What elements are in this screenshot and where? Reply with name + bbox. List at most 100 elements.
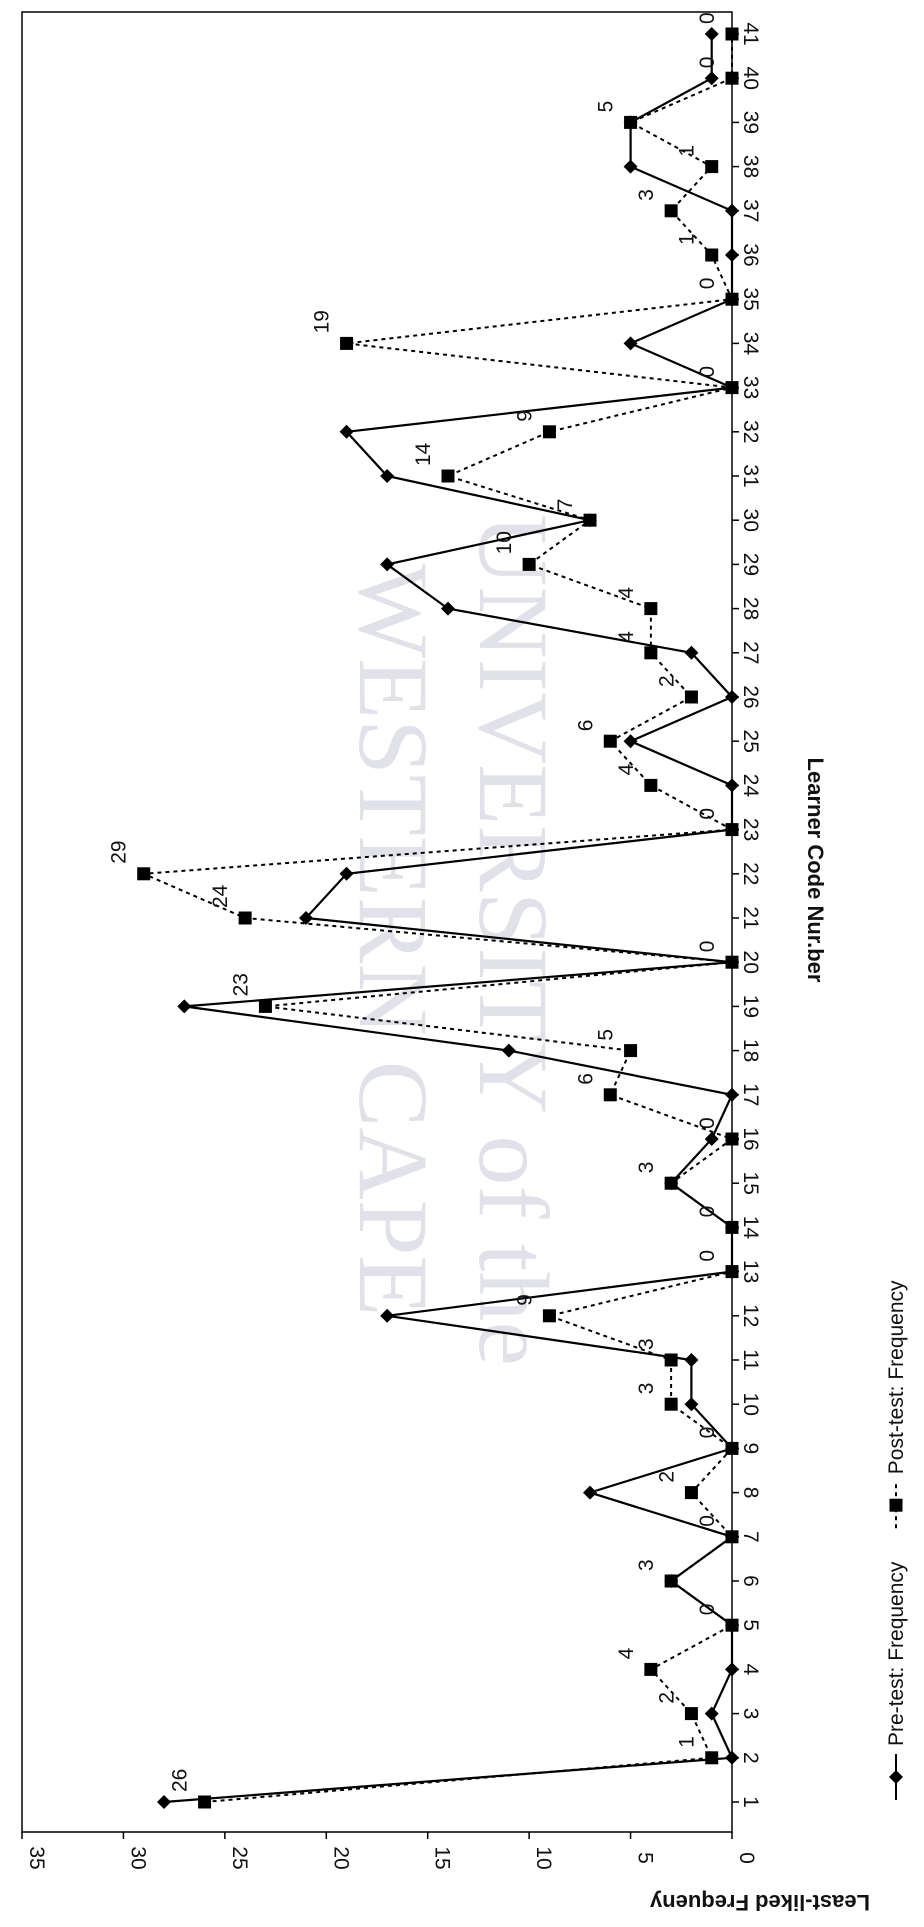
x-tick-label: 21: [739, 906, 762, 929]
data-label: 1: [676, 145, 699, 157]
x-tick-label: 5: [739, 1619, 762, 1631]
x-tick-label: 3: [739, 1708, 762, 1720]
x-tick-label: 33: [739, 376, 762, 399]
pre-test-point: [623, 159, 638, 174]
post-test-point: [725, 1132, 739, 1146]
pre-test-point: [177, 999, 192, 1014]
legend-pre-label: Pre-test: Frequency: [885, 1561, 908, 1746]
x-tick-label: 22: [739, 862, 762, 885]
data-label: 0: [696, 1206, 719, 1218]
post-test-point: [137, 867, 151, 881]
x-tick-label: 12: [739, 1304, 762, 1327]
data-label: 9: [513, 410, 536, 422]
x-tick-label: 17: [739, 1083, 762, 1106]
data-label: 0: [696, 366, 719, 378]
x-tick-label: 11: [739, 1349, 762, 1371]
post-test-point: [624, 1044, 638, 1058]
data-label: 10: [493, 531, 516, 554]
x-axis-title: Learner Code Nur.ber: [803, 758, 828, 983]
y-tick-label: 5: [634, 1852, 657, 1864]
post-test-point: [603, 734, 617, 748]
pre-test-point: [501, 1043, 516, 1058]
data-labels: 2612403020339003065230242904624410714901…: [108, 12, 719, 1792]
data-label: 23: [229, 973, 252, 996]
pre-test-point: [725, 1087, 739, 1102]
x-tick-label: 6: [739, 1575, 762, 1587]
post-test-point: [198, 1795, 212, 1809]
x-tick-label: 16: [739, 1127, 762, 1150]
post-test-point: [725, 823, 739, 837]
data-label: 0: [696, 278, 719, 290]
post-test-point: [664, 1353, 678, 1367]
pre-test-point: [704, 1706, 719, 1721]
pre-test-point: [623, 336, 638, 351]
data-label: 0: [696, 1604, 719, 1616]
post-test-point: [664, 1397, 678, 1411]
x-tick-label: 28: [739, 597, 762, 620]
data-label: 0: [696, 1427, 719, 1439]
x-tick-label: 1: [739, 1796, 762, 1808]
data-label: 0: [696, 12, 719, 24]
series-group: [137, 27, 739, 1809]
watermark-text: WESTERN CAPE: [338, 564, 449, 1317]
x-tick-label: 32: [739, 420, 762, 443]
x-tick-label: 4: [739, 1664, 762, 1676]
data-label: 0: [696, 808, 719, 820]
pre-test-point: [339, 866, 354, 881]
post-test-point: [725, 381, 739, 395]
pre-test-point: [441, 601, 455, 616]
data-label: 2: [655, 675, 678, 687]
x-tick-label: 2: [739, 1752, 762, 1764]
post-test-point: [664, 1176, 678, 1190]
x-tick-label: 35: [739, 288, 762, 311]
pre-test-point: [684, 1397, 699, 1412]
post-test-point: [522, 557, 536, 571]
x-tick-label: 24: [739, 774, 762, 798]
post-test-point: [725, 71, 739, 85]
pre-test-point: [339, 424, 354, 439]
data-label: 5: [595, 1029, 618, 1041]
x-tick-label: 20: [739, 951, 762, 974]
post-test-point: [603, 1088, 617, 1102]
legend-post-label: Post-test: Frequency: [885, 1280, 908, 1474]
y-axis: 0 5 10 15 20 25 30 35 Least-liked Frequeny: [21, 1832, 870, 1915]
pre-test-point: [380, 469, 395, 483]
data-label: 6: [574, 1073, 597, 1085]
pre-test-point: [623, 734, 638, 749]
post-test-point: [644, 646, 658, 660]
post-test-point: [340, 336, 354, 350]
pre-test-point: [704, 27, 719, 41]
legend: Pre-test: Frequency Post-test: Frequency: [885, 1280, 908, 1800]
y-tick-label: 20: [329, 1846, 352, 1869]
legend-pre-marker: [889, 1770, 903, 1784]
post-test-point: [542, 1309, 556, 1323]
y-tick-label: 35: [25, 1846, 48, 1869]
pre-test-point: [725, 690, 739, 704]
pre-test-point: [725, 1750, 739, 1765]
data-label: 4: [615, 631, 638, 643]
data-label: 1: [676, 233, 699, 245]
x-tick-label: 41: [739, 22, 762, 45]
x-tick-label: 37: [739, 199, 762, 222]
x-tick-label: 8: [739, 1487, 762, 1499]
post-test-point: [705, 248, 719, 262]
data-label: 0: [696, 1250, 719, 1262]
data-label: 4: [615, 587, 638, 599]
data-label: 2: [655, 1471, 678, 1483]
plot-frame: [21, 11, 733, 1833]
post-test-point: [258, 999, 272, 1013]
post-test-point: [644, 602, 658, 616]
data-label: 0: [696, 1515, 719, 1527]
data-label: 5: [595, 101, 618, 113]
data-label: 7: [554, 499, 577, 511]
x-tick-label: 39: [739, 111, 762, 134]
post-test-point: [583, 513, 597, 527]
pre-test-point: [299, 911, 313, 925]
data-label: 14: [412, 442, 435, 466]
x-tick-label: 29: [739, 553, 762, 576]
data-label: 9: [513, 1294, 536, 1306]
legend-group: Pre-test: Frequency Post-test: Frequency: [885, 1280, 908, 1800]
post-test-point: [644, 778, 658, 792]
